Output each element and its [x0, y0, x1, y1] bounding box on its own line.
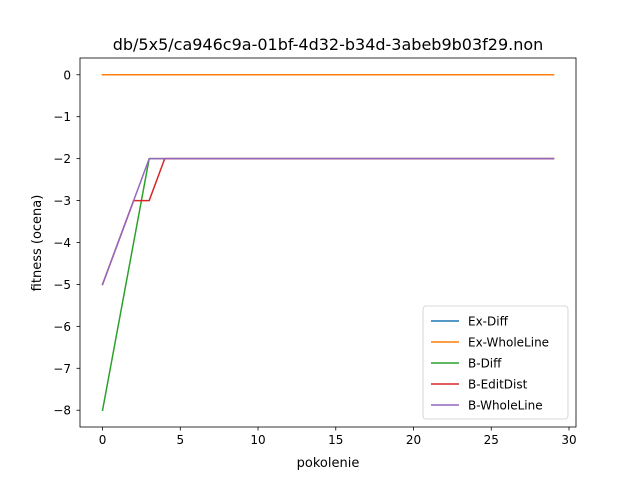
legend-box — [422, 305, 569, 420]
y-tick-label: −5 — [53, 278, 71, 292]
x-tick-label: 30 — [561, 433, 576, 447]
legend-label: Ex-WholeLine — [468, 336, 549, 350]
axes: 0 5 10 15 20 25 30 0 −1 −2 −3 −4 −5 −6 −7 −8 — [53, 57, 577, 447]
x-tick-label: 15 — [328, 433, 343, 447]
y-axis-label: fitness (ocena) — [30, 195, 45, 292]
chart-title: db/5x5/ca946c9a-01bf-4d32-b34d-3abeb9b03… — [113, 35, 544, 54]
y-tick-label: −3 — [53, 194, 71, 208]
x-axis-label: pokolenie — [297, 456, 360, 471]
y-tick-label: −7 — [53, 362, 71, 376]
x-tick-label: 20 — [406, 433, 421, 447]
legend-label: B-Diff — [468, 357, 502, 371]
y-tick-label: −2 — [53, 152, 71, 166]
y-tick-label: 0 — [63, 68, 71, 82]
legend-label: B-EditDist — [468, 378, 528, 392]
y-tick-label: −6 — [53, 320, 71, 334]
series-line-5 — [101, 157, 555, 286]
x-tick-label: 5 — [176, 433, 184, 447]
legend: Ex-Diff Ex-WholeLine B-Diff B-EditDist B-Who… — [422, 305, 569, 420]
x-tick-label: 0 — [99, 433, 107, 447]
legend-label: Ex-Diff — [468, 315, 509, 329]
x-tick-label: 10 — [250, 433, 265, 447]
legend-label: B-WholeLine — [468, 399, 543, 413]
x-tick-label: 25 — [484, 433, 499, 447]
y-tick-label: −8 — [53, 404, 71, 418]
y-tick-label: −1 — [53, 110, 71, 124]
y-tick-label: −4 — [53, 236, 71, 250]
series-lines — [101, 74, 555, 412]
